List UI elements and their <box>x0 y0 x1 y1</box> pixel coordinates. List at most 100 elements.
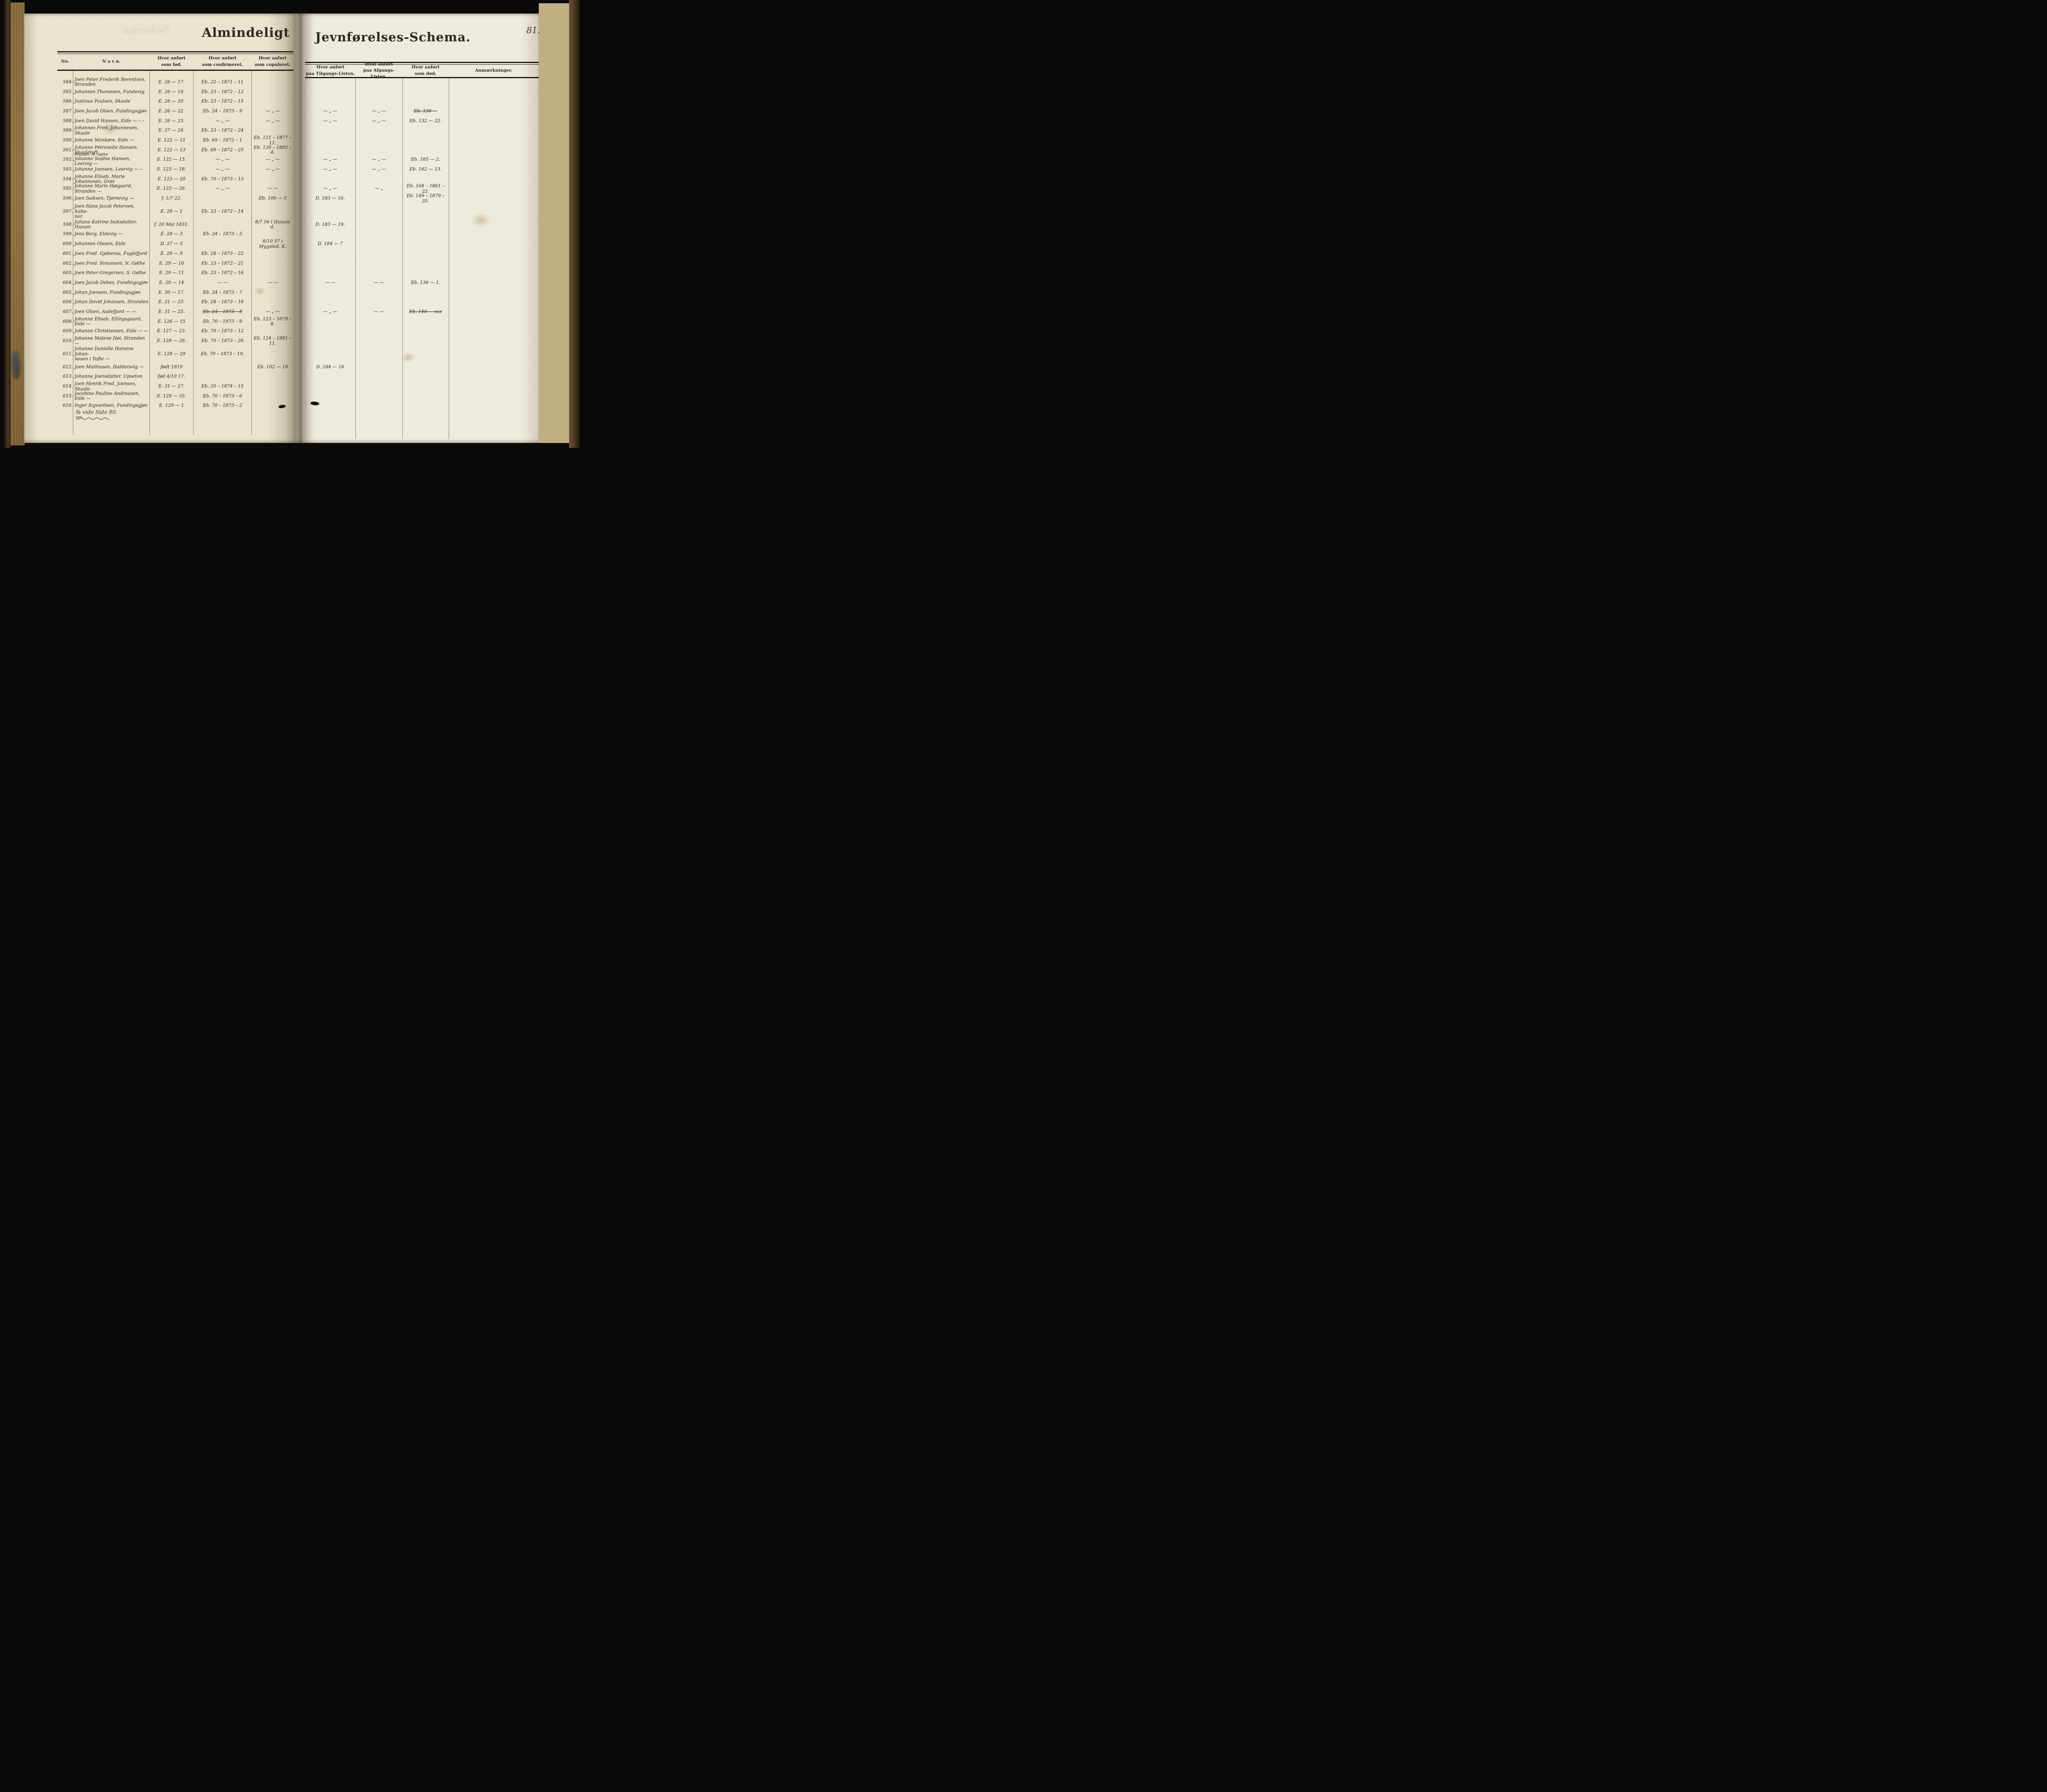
cell-navn: Johanne Danielle Hansine Johan- nesen i … <box>75 346 134 362</box>
table-row: 613. Johanne Joensdatter, Upseton fød 4/10… <box>57 372 540 382</box>
cell-conf: Eb. 24 – 1873 – 22 <box>201 251 244 256</box>
cell-navn-interlinear: Poulsen, N. Gøthe <box>75 153 108 157</box>
cell-no: 616. <box>63 403 73 409</box>
cell-no: 591. <box>63 147 73 153</box>
cell-no: 606. <box>63 299 73 305</box>
cell-tilg: — „ — <box>323 309 337 314</box>
cell-navn: Johannes Olesen, Eide <box>75 241 126 246</box>
cell-fod: D. 27 — 5 <box>160 241 183 246</box>
cell-dod: Eb. 136 — <box>413 108 438 114</box>
table-row: 590. Johanne Monkøre, Eide — E. 122 — 11 Eb… <box>57 135 540 145</box>
stain <box>401 352 415 363</box>
cell-afg: — „ — <box>372 166 386 172</box>
cell-fod: E. 126 — 15 <box>157 319 185 324</box>
rule <box>305 77 539 78</box>
cell-navn: Johan Joensen, Fundingsgjøv <box>75 289 141 295</box>
index-tab-strip: KLMNOPRSTUVWXYZÆ <box>539 3 569 443</box>
cell-afg: — „ — <box>372 157 386 163</box>
cell-conf: Eb. 23 – 1872 – 15 <box>201 98 244 104</box>
cell-dod: Eb. 162 — 13. <box>409 166 442 172</box>
cell-navn: Johannes Fred. Johannesen, Skaale <box>75 125 139 136</box>
column-header-confirmeret: Hvor anført som confirmeret. <box>202 56 243 67</box>
cell-navn: Joen Isaksen, Tjørnevig — <box>75 195 134 201</box>
cell-no: 613. <box>63 374 73 380</box>
cell-fod: E. 129 — 35. <box>157 393 186 399</box>
cell-no: 602. <box>63 260 73 266</box>
column-line <box>402 77 403 439</box>
cell-no: 605. <box>63 289 73 295</box>
footer-note: № vide Side 80. <box>76 409 129 420</box>
table-row: 595. Johanne Marie Høigaard, Stranden — E.… <box>57 183 540 194</box>
cell-navn: Joen Fred. Simonsen, N. Gøthe <box>75 260 145 266</box>
cell-conf: — „ — <box>215 186 230 192</box>
cell-fod: født 1819 <box>160 364 183 370</box>
cell-navn: Juliane Katrine Isaksdatter, Husum <box>75 219 137 230</box>
cell-navn: Johanne Monkøre, Eide — <box>75 137 134 143</box>
cell-conf: Eb. 70 – 1873 – 13 <box>201 176 244 182</box>
stain <box>254 287 266 296</box>
table-row: 612. Joen Mathiasen, Haldarsvig — født 181… <box>57 362 540 372</box>
cell-navn: Johan David Johansen, Stranden <box>75 299 149 305</box>
cell-afg: — „ <box>375 186 383 192</box>
cell-no: 614. <box>63 383 73 389</box>
column-header-afgangs-listen: Hvor anført paa Afgangs-Listen. <box>363 61 395 79</box>
cell-conf: Eb. 23 – 1872 – 14 <box>201 208 244 214</box>
table-row: 615. Jacobine Pauline Andreasen, Eide — E.… <box>57 391 540 401</box>
cell-cop: Eb. 121 – 1877 – 11. <box>253 135 292 145</box>
cell-conf: Eb. 70 – 1873 – 19. <box>201 351 244 357</box>
cell-navn: Johannes Thomesen, Fundevig <box>75 89 145 95</box>
cell-no: 607. <box>63 309 73 314</box>
cell-cop: Eb. 123 – 1879 – 8. <box>253 316 292 327</box>
cell-conf: Eb. 24 – 1873 – 18 <box>201 299 244 305</box>
table-row: 586. Justinus Poulsen, Skaale E. 26 — 20. E… <box>57 97 540 106</box>
cell-no: 594. <box>63 176 73 182</box>
cell-fod: E. 30 — 17. <box>158 289 185 295</box>
cell-afg: — — <box>373 280 384 285</box>
cell-fod: E. 26 — 22. <box>158 108 185 114</box>
table-row: 616. Inger Sigvardsen, Fundingsgjøv E. 129… <box>57 401 540 411</box>
footer-note-text: № vide Side 80. <box>76 409 117 416</box>
cell-navn: Joen Fred. Gjøberaa, Fuglefjord <box>75 251 147 256</box>
book-cover-left-edge <box>4 0 11 448</box>
cell-tilg: — „ — <box>323 108 337 114</box>
cell-dod: Eb. 149 – 1879 – 35. <box>407 193 445 204</box>
table-row: 598. Juliane Katrine Isaksdatter, Husum f.… <box>57 219 540 230</box>
cell-no: 604. <box>63 280 73 285</box>
cell-navn: Joen Henrik Fred. Joensen, Skaale <box>75 381 137 392</box>
cell-tilg: D. 183 — 16. <box>315 195 345 201</box>
cell-tilg: — „ — <box>323 118 337 124</box>
cell-fod: E. 31 — 27. <box>158 383 185 389</box>
cell-fod: E. 27 — 24. <box>158 127 185 133</box>
cell-tilg: D. 184 — 16 <box>316 364 344 370</box>
cell-fod: E. 26 — 20. <box>158 98 185 104</box>
table-row: 605. Johan Joensen, Fundingsgjøv E. 30 — 1… <box>57 288 540 298</box>
cell-no: 584. <box>63 79 73 85</box>
cell-cop: — „ — <box>265 309 280 314</box>
cell-no: 588. <box>63 118 73 124</box>
cell-conf: — — <box>217 280 228 285</box>
cell-conf: Eb. 69 – 1872 – 1 <box>203 137 242 143</box>
column-header-tilgangs-listen: Hvor anført paa Tilgangs-Listen. <box>306 65 355 76</box>
cell-tilg: D. 184 — 7 <box>317 241 343 246</box>
column-line <box>149 70 150 435</box>
cell-cop: Eb. 126 – 1882 – 4. <box>253 145 292 155</box>
cell-no: 600. <box>63 241 73 246</box>
cell-fod: f. 1/7 22. <box>161 195 182 201</box>
cell-navn: Joen Jacob Olsen, Fundingsgjøv <box>75 108 147 114</box>
cell-no: 598. <box>63 221 73 227</box>
cell-fod: E. 128 — 29 <box>157 351 185 357</box>
ink-smudge-stain <box>11 350 21 379</box>
table-row: 603. Joen Peter Gregersen, S. Gøthe E. 29 … <box>57 268 540 278</box>
cell-conf: — „ — <box>215 157 230 163</box>
stain <box>102 123 119 135</box>
column-header-anmaerkninger: Anmærkninger. <box>475 68 513 73</box>
cell-navn: Joen Peter Gregersen, S. Gøthe <box>75 270 146 276</box>
cell-navn: Justinus Poulsen, Skaale <box>75 98 131 104</box>
column-header-no: No. <box>61 59 70 64</box>
cell-navn: Johanne Marie Høigaard, Stranden — <box>75 183 133 194</box>
cell-navn: Joen Peter Frederik Berentsen, Stranden <box>75 77 146 87</box>
rule <box>305 62 539 63</box>
cell-no: 609. <box>63 328 73 334</box>
cell-no: 587. <box>63 108 73 114</box>
cell-cop: — „ — <box>265 108 280 114</box>
